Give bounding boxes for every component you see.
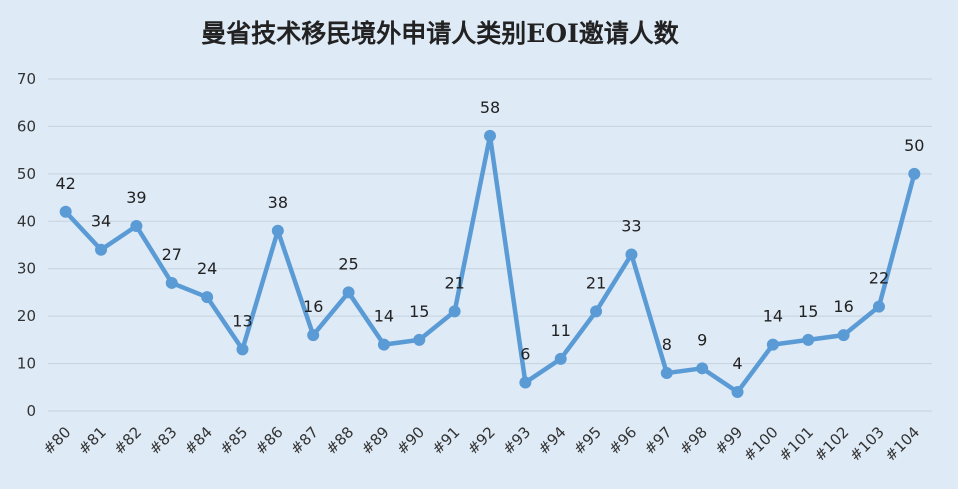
data-point — [165, 276, 178, 289]
data-point — [342, 286, 355, 299]
data-point — [413, 333, 426, 346]
data-label: 14 — [374, 307, 394, 326]
data-label: 6 — [520, 345, 530, 364]
data-label: 21 — [586, 273, 606, 292]
data-label: 34 — [91, 212, 111, 231]
chart-title: 曼省技术移民境外申请人类别EOI邀请人数 — [201, 19, 679, 48]
data-label: 8 — [662, 335, 672, 354]
x-tick-label: #88 — [322, 423, 357, 458]
y-tick-label: 20 — [17, 307, 36, 325]
x-tick-label: #80 — [39, 423, 74, 458]
data-labels: 42 34 39 27 24 13 38 16 25 14 15 21 58 6 11 21 33 8 9 4 14 15… — [56, 98, 925, 373]
x-tick-label: #91 — [428, 423, 463, 458]
data-point — [766, 338, 779, 351]
data-point — [95, 243, 108, 256]
x-tick-label: #85 — [216, 423, 251, 458]
y-axis-ticks: 0 10 20 30 40 50 60 70 — [17, 70, 36, 420]
data-point — [554, 352, 567, 365]
data-point — [625, 248, 638, 261]
x-axis-ticks: #80 #81 #82 #83 #84 #85 #86 #87 #88 #89 #90 #91 #92 #… — [39, 423, 923, 465]
data-label: 25 — [338, 254, 358, 273]
x-tick-label: #82 — [110, 423, 145, 458]
data-label: 58 — [480, 98, 500, 117]
y-tick-label: 30 — [17, 260, 36, 278]
data-point — [448, 305, 461, 318]
y-tick-label: 50 — [17, 165, 36, 183]
data-point — [307, 329, 320, 342]
x-tick-label: #94 — [534, 423, 569, 458]
data-label: 21 — [444, 273, 464, 292]
y-tick-label: 10 — [17, 355, 36, 373]
data-label: 50 — [904, 136, 924, 155]
x-tick-label: #102 — [811, 423, 853, 465]
data-label: 15 — [409, 302, 429, 321]
data-point — [201, 291, 214, 304]
data-label: 38 — [268, 193, 288, 212]
data-label: 27 — [162, 245, 182, 264]
x-tick-label: #84 — [181, 423, 216, 458]
data-label: 42 — [56, 174, 76, 193]
data-point — [590, 305, 603, 318]
data-label: 39 — [126, 188, 146, 207]
data-label: 16 — [833, 297, 853, 316]
data-point — [519, 376, 532, 389]
data-label: 4 — [732, 354, 742, 373]
x-tick-label: #104 — [881, 423, 923, 465]
data-point — [59, 205, 72, 218]
data-label: 9 — [697, 330, 707, 349]
data-points — [59, 129, 921, 399]
x-tick-label: #92 — [464, 423, 499, 458]
x-tick-label: #93 — [499, 423, 534, 458]
y-tick-label: 0 — [26, 402, 36, 420]
data-label: 15 — [798, 302, 818, 321]
data-point — [837, 329, 850, 342]
data-label: 14 — [763, 307, 783, 326]
x-tick-label: #86 — [252, 423, 287, 458]
x-tick-label: #97 — [641, 423, 676, 458]
data-point — [236, 343, 249, 356]
x-tick-label: #95 — [570, 423, 605, 458]
data-point — [271, 224, 284, 237]
data-point — [908, 167, 921, 180]
x-tick-label: #96 — [605, 423, 640, 458]
data-point — [731, 386, 744, 399]
data-label: 33 — [621, 216, 641, 235]
data-point — [484, 129, 496, 142]
y-tick-label: 40 — [17, 212, 36, 230]
x-tick-label: #100 — [740, 423, 782, 465]
x-tick-label: #103 — [846, 423, 888, 465]
x-tick-label: #89 — [358, 423, 393, 458]
data-point — [872, 300, 885, 313]
y-tick-label: 60 — [17, 117, 36, 135]
data-label: 24 — [197, 259, 217, 278]
x-tick-label: #101 — [775, 423, 817, 465]
data-point — [130, 220, 143, 233]
data-label: 16 — [303, 297, 323, 316]
data-point — [696, 362, 709, 375]
data-point — [802, 333, 815, 346]
data-label: 13 — [232, 311, 252, 330]
x-tick-label: #87 — [287, 423, 322, 458]
x-tick-label: #83 — [145, 423, 180, 458]
data-label: 22 — [869, 269, 889, 288]
data-point — [377, 338, 390, 351]
x-tick-label: #81 — [75, 423, 110, 458]
gridlines — [48, 78, 932, 412]
y-tick-label: 70 — [17, 70, 36, 88]
x-tick-label: #90 — [393, 423, 428, 458]
x-tick-label: #98 — [676, 423, 711, 458]
data-label: 11 — [551, 321, 571, 340]
data-point — [660, 367, 673, 380]
